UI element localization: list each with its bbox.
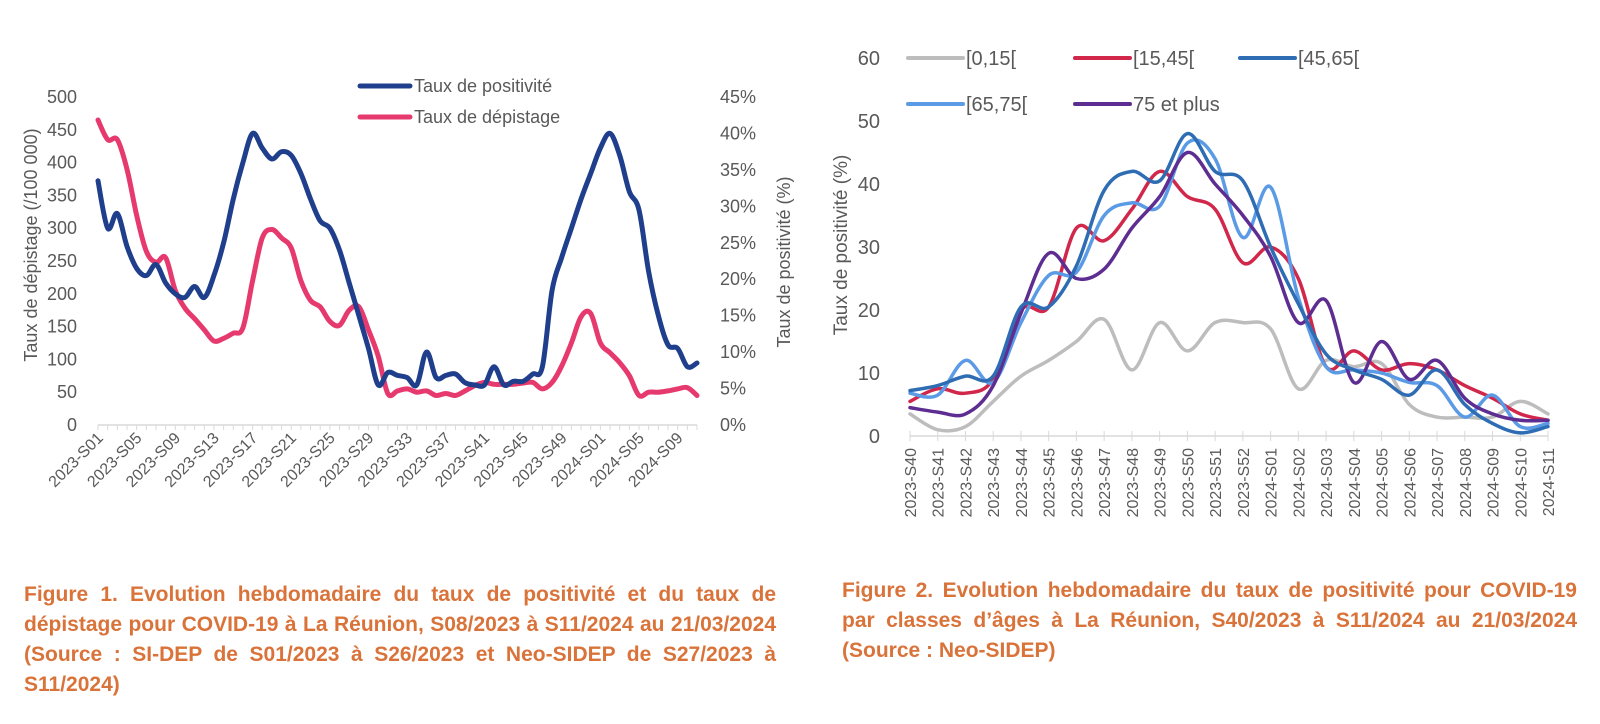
y-tick-label: 450 — [47, 120, 77, 140]
y-tick-label: 100 — [47, 349, 77, 369]
y2-tick-label: 40% — [720, 123, 756, 143]
x-tick-label: 2023-S46 — [1069, 448, 1086, 517]
figure2-caption: Figure 2. Evolution hebdomadaire du taux… — [842, 579, 1577, 662]
x-tick-label: 2023-S51 — [1208, 448, 1225, 517]
series-line-0-15 — [908, 316, 1550, 433]
legend-label: [45,65[ — [1298, 48, 1360, 70]
y-tick-label: 10 — [858, 363, 880, 385]
legend-label: [0,15[ — [966, 48, 1016, 70]
y-tick-label: 350 — [47, 185, 77, 205]
x-tick-label: 2023-S52 — [1236, 448, 1253, 517]
x-tick-label: 2023-S47 — [1097, 448, 1114, 517]
x-tick-label: 2023-S48 — [1125, 448, 1142, 517]
x-tick-label: 2024-S05 — [1375, 448, 1392, 517]
x-tick-label: 2023-S40 — [903, 448, 920, 517]
x-tick-label: 2024-S09 — [1486, 448, 1503, 517]
x-tick-label: 2024-S11 — [1541, 448, 1558, 516]
x-tick-label: 2024-S07 — [1430, 448, 1447, 517]
legend-label: [65,75[ — [966, 94, 1028, 116]
x-tick-label: 2024-S02 — [1291, 448, 1308, 517]
series-line-45-65 — [908, 131, 1550, 435]
y2-tick-label: 30% — [720, 196, 756, 216]
y-tick-label: 40 — [858, 174, 880, 196]
y-tick-label: 500 — [47, 87, 77, 107]
x-tick-label: 2023-S44 — [1014, 448, 1031, 517]
y-tick-label: 0 — [869, 426, 880, 448]
x-tick-label: 2023-S49 — [1153, 448, 1170, 517]
y-axis-title: Taux de positivité (%) — [831, 155, 852, 336]
legend-label: Taux de dépistage — [414, 107, 560, 127]
x-tick-label: 2024-S03 — [1319, 448, 1336, 517]
series-line-65-75 — [908, 138, 1550, 430]
legend-label: 75 et plus — [1133, 94, 1220, 116]
legend-label: Taux de positivité — [414, 76, 552, 96]
y2-tick-label: 25% — [720, 233, 756, 253]
y-tick-label: 300 — [47, 218, 77, 238]
x-tick-label: 2023-S45 — [1042, 448, 1059, 517]
x-tick-label: 2024-S06 — [1402, 448, 1419, 517]
y2-tick-label: 10% — [720, 342, 756, 362]
series-line-taux-positivite — [95, 130, 700, 389]
y-tick-label: 20 — [858, 300, 880, 322]
y-tick-label: 400 — [47, 153, 77, 173]
x-tick-label: 2023-S42 — [958, 448, 975, 517]
legend-label: [15,45[ — [1133, 48, 1195, 70]
x-tick-label: 2024-S01 — [1264, 448, 1281, 517]
x-tick-label: 2024-S08 — [1458, 448, 1475, 517]
x-tick-label: 2023-S41 — [931, 448, 948, 517]
y2-tick-label: 35% — [720, 160, 756, 180]
figure2-chart: 2023-S40 2023-S41 2023-S42 2023-S43 2023-S44… — [831, 48, 1558, 517]
y2-tick-label: 20% — [720, 269, 756, 289]
y-tick-label: 50 — [858, 111, 880, 133]
series-line-taux-depistage — [95, 117, 700, 399]
series-line-75-et-plus — [908, 150, 1550, 423]
y-tick-label: 60 — [858, 48, 880, 70]
y-axis-title: Taux de dépistage (/100 000) — [21, 128, 41, 361]
y-tick-label: 0 — [67, 415, 77, 435]
x-tick-label: 2023-S43 — [986, 448, 1003, 517]
y2-axis-title: Taux de positivité (%) — [774, 176, 794, 347]
y2-tick-label: 0% — [720, 415, 746, 435]
y-tick-label: 150 — [47, 317, 77, 337]
y2-tick-label: 5% — [720, 379, 746, 399]
y-tick-label: 30 — [858, 237, 880, 259]
y2-tick-label: 45% — [720, 87, 756, 107]
x-tick-label: 2023-S50 — [1180, 448, 1197, 517]
y-tick-label: 50 — [57, 382, 77, 402]
figure1-chart: 0 50 100 150 200 250 300 350 400 450 500 0% 5% 10% 15%… — [21, 76, 794, 491]
y-tick-label: 250 — [47, 251, 77, 271]
y2-tick-label: 15% — [720, 306, 756, 326]
y-tick-label: 200 — [47, 284, 77, 304]
x-tick-label: 2024-S10 — [1513, 448, 1530, 517]
x-tick-label: 2024-S04 — [1347, 448, 1364, 517]
figure1-caption: Figure 1. Evolution hebdomadaire du taux… — [24, 583, 776, 696]
